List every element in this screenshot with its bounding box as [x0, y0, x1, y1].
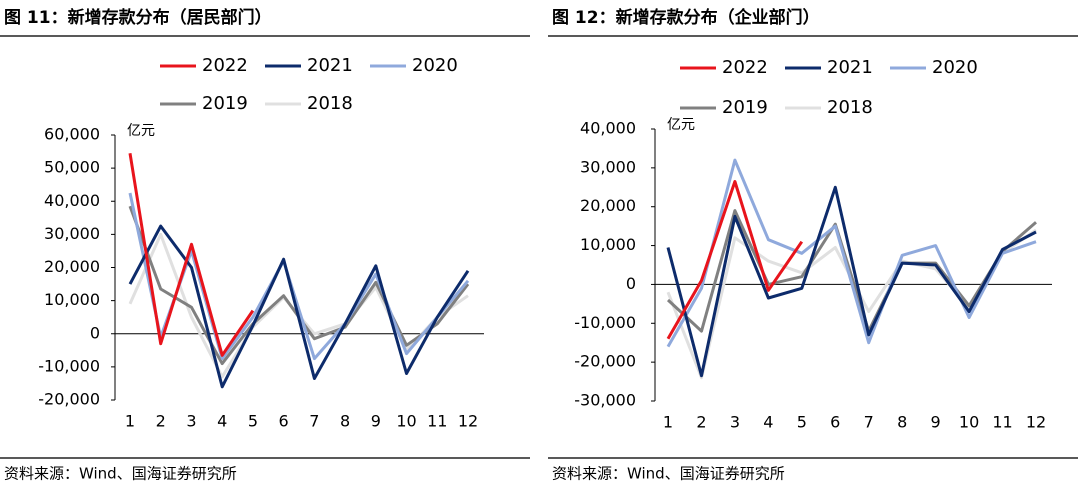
x-tick-label: 3 — [186, 412, 196, 431]
y-tick-label: 0 — [90, 323, 100, 342]
y-tick-label: -10,000 — [574, 313, 636, 332]
chart-title: 图 11：新增存款分布（居民部门） — [4, 7, 272, 28]
y-tick-label: 60,000 — [44, 125, 100, 144]
series-line — [666, 185, 1037, 378]
legend-label: 2022 — [722, 57, 768, 78]
series-line — [666, 158, 1037, 348]
legend-label: 2019 — [722, 97, 768, 118]
x-tick-label: 8 — [340, 412, 350, 431]
y-tick-label: 30,000 — [580, 157, 636, 176]
x-tick-label: 6 — [279, 412, 289, 431]
x-tick-label: 4 — [763, 413, 773, 432]
source: 资料来源：Wind、国海证券研究所 — [4, 465, 237, 483]
legend-label: 2019 — [202, 93, 248, 114]
x-tick-label: 7 — [864, 413, 874, 432]
chart-title: 图 12：新增存款分布（企业部门） — [552, 7, 820, 28]
y-tick-label: 0 — [626, 274, 636, 293]
y-tick-label: 10,000 — [44, 290, 100, 309]
legend-label: 2022 — [202, 55, 248, 76]
x-tick-label: 2 — [156, 412, 166, 431]
y-tick-label: -10,000 — [38, 356, 100, 375]
x-tick-label: 3 — [730, 413, 740, 432]
x-tick-label: 4 — [217, 412, 227, 431]
x-tick-label: 6 — [830, 413, 840, 432]
legend-label: 2020 — [412, 55, 458, 76]
legend-label: 2018 — [827, 97, 873, 118]
legend-label: 2021 — [307, 55, 353, 76]
x-tick-label: 9 — [931, 413, 941, 432]
unit-label: 亿元 — [667, 117, 695, 133]
x-tick-label: 5 — [797, 413, 807, 432]
series-line — [666, 180, 804, 340]
x-tick-label: 8 — [897, 413, 907, 432]
y-tick-label: 10,000 — [580, 235, 636, 254]
x-tick-label: 9 — [371, 412, 381, 431]
series-line — [666, 209, 1037, 333]
y-tick-label: 40,000 — [44, 191, 100, 210]
x-tick-label: 11 — [427, 412, 447, 431]
y-tick-label: 20,000 — [44, 257, 100, 276]
y-tick-label: 20,000 — [580, 196, 636, 215]
y-tick-label: 30,000 — [44, 224, 100, 243]
source: 资料来源：Wind、国海证券研究所 — [552, 465, 785, 483]
x-tick-label: 5 — [248, 412, 258, 431]
x-tick-label: 11 — [992, 413, 1012, 432]
legend-label: 2021 — [827, 57, 873, 78]
x-tick-label: 7 — [309, 412, 319, 431]
x-tick-label: 12 — [1026, 413, 1046, 432]
x-tick-label: 1 — [663, 413, 673, 432]
legend-label: 2020 — [932, 57, 978, 78]
x-tick-label: 2 — [696, 413, 706, 432]
x-tick-label: 1 — [125, 412, 135, 431]
x-tick-label: 10 — [396, 412, 416, 431]
y-tick-label: 40,000 — [580, 119, 636, 138]
x-tick-label: 10 — [959, 413, 979, 432]
series-line — [128, 152, 255, 357]
x-tick-label: 12 — [458, 412, 478, 431]
y-tick-label: -20,000 — [38, 390, 100, 409]
y-tick-label: 50,000 — [44, 158, 100, 177]
y-tick-label: -30,000 — [574, 391, 636, 410]
legend-label: 2018 — [307, 93, 353, 114]
unit-label: 亿元 — [127, 123, 155, 139]
y-tick-label: -20,000 — [574, 352, 636, 371]
